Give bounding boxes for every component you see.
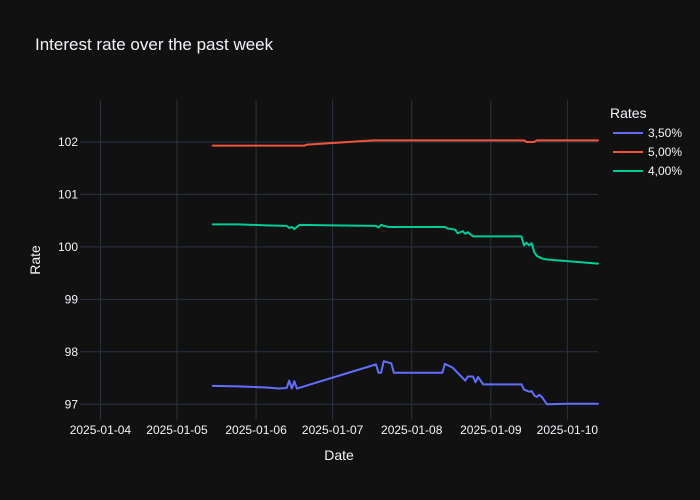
legend-label: 4,00%: [648, 164, 682, 178]
series-layer: [211, 139, 599, 406]
x-tick-label: 2025-01-06: [225, 423, 287, 437]
x-axis-title: Date: [324, 447, 354, 463]
legend: Rates 3,50% 5,00% 4,00%: [610, 105, 682, 178]
y-tick-label: 102: [58, 135, 78, 149]
series-line-1: [211, 139, 599, 147]
y-tick-label: 97: [65, 397, 79, 411]
x-gridlines: [99, 100, 568, 420]
series-line-2: [211, 223, 599, 265]
legend-label: 3,50%: [648, 126, 682, 140]
y-gridlines: [80, 141, 598, 405]
y-tick-label: 99: [65, 292, 79, 306]
y-tick-label: 100: [58, 240, 78, 254]
x-tick-label: 2025-01-05: [146, 423, 208, 437]
y-tick-labels: 97 98 99 100 101 102: [58, 135, 78, 411]
x-tick-labels: 2025-01-04 2025-01-05 2025-01-06 2025-01-07…: [70, 423, 599, 437]
x-tick-label: 2025-01-09: [460, 423, 522, 437]
series-line-0: [211, 360, 599, 406]
x-tick-label: 2025-01-08: [381, 423, 443, 437]
legend-title: Rates: [610, 105, 647, 121]
y-tick-label: 101: [58, 187, 78, 201]
y-tick-label: 98: [65, 345, 79, 359]
legend-label: 5,00%: [648, 145, 682, 159]
x-tick-label: 2025-01-04: [70, 423, 132, 437]
chart-title: Interest rate over the past week: [35, 35, 274, 54]
legend-items: 3,50% 5,00% 4,00%: [613, 126, 682, 178]
y-axis-title: Rate: [27, 245, 43, 275]
x-tick-label: 2025-01-07: [302, 423, 364, 437]
x-tick-label: 2025-01-10: [537, 423, 599, 437]
plot-area: [80, 100, 598, 420]
